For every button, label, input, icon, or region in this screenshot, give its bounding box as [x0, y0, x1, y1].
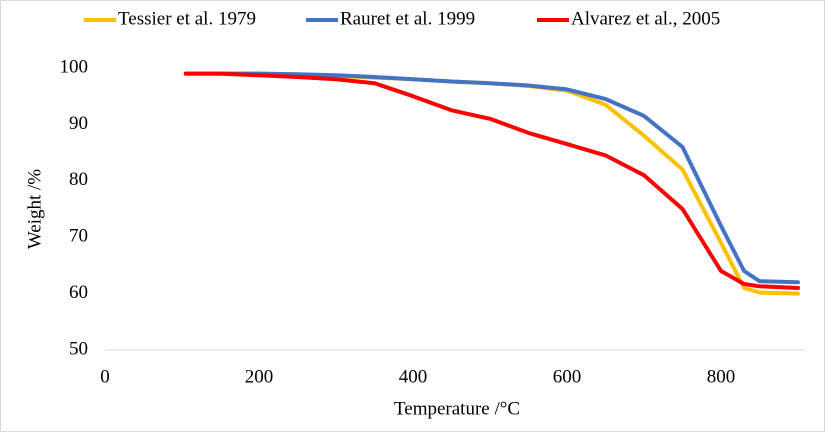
legend-label: Alvarez et al., 2005	[571, 8, 720, 29]
x-tick-label: 600	[553, 366, 582, 387]
series-line	[183, 71, 800, 285]
x-tick-label: 200	[245, 366, 274, 387]
y-axis-title: Weight /%	[24, 169, 45, 249]
y-tick-label: 80	[69, 169, 88, 190]
y-tick-label: 100	[60, 56, 89, 77]
legend-label: Tessier et al. 1979	[118, 8, 256, 29]
x-tick-label: 400	[399, 366, 428, 387]
x-tick-label: 0	[100, 366, 110, 387]
series-line	[183, 71, 800, 290]
y-tick-label: 70	[69, 226, 88, 247]
x-axis-title: Temperature /°C	[394, 398, 520, 419]
y-tick-label: 60	[69, 282, 88, 303]
y-tick-label: 50	[69, 338, 88, 359]
legend-label: Rauret et al. 1999	[340, 8, 475, 29]
y-tick-label: 90	[69, 113, 88, 134]
x-tick-label: 800	[707, 366, 736, 387]
